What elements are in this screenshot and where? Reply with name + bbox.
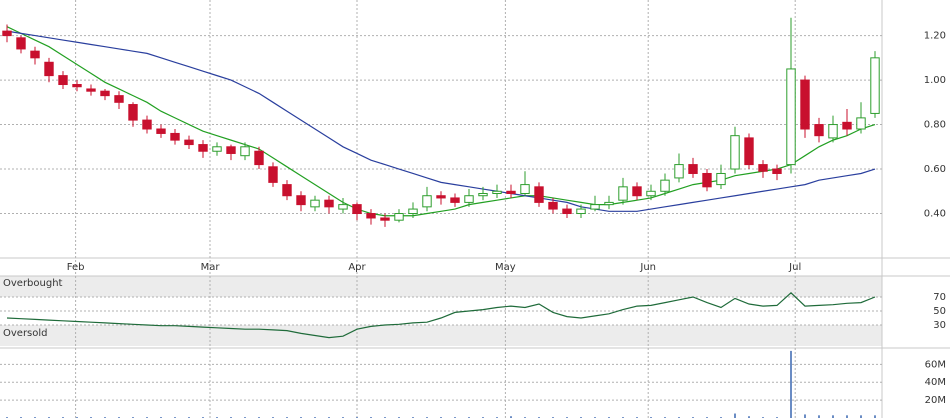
candle-body: [268, 166, 278, 183]
volume-bar: [860, 415, 862, 418]
candle-body: [506, 190, 516, 195]
candle-body: [702, 172, 712, 188]
candle-body: [352, 204, 362, 215]
x-tick-label: Mar: [201, 262, 221, 273]
candle-body: [478, 193, 488, 197]
candle-body: [716, 172, 726, 186]
volume-bar: [790, 350, 792, 418]
candle-body: [282, 184, 292, 197]
candle-body: [520, 184, 530, 195]
candle-body: [870, 57, 880, 114]
candle-body: [324, 199, 334, 208]
y-tick-label: 0.40: [924, 209, 946, 220]
candle-body: [310, 199, 320, 208]
candle-body: [436, 195, 446, 199]
zone-label: Overbought: [3, 278, 63, 289]
candle-body: [604, 201, 614, 206]
candle-body: [562, 208, 572, 215]
x-tick-label: Apr: [348, 262, 366, 273]
candle-body: [744, 137, 754, 166]
y-tick-label: 40M: [925, 377, 946, 388]
candle-body: [366, 213, 376, 219]
y-tick-label: 1.00: [924, 75, 946, 86]
candle-body: [156, 128, 166, 134]
candle-body: [660, 179, 670, 192]
y-tick-label: 50: [933, 306, 946, 317]
candle-body: [338, 204, 348, 210]
volume-bar: [510, 416, 512, 418]
moving-average-line: [6, 26, 876, 217]
volume-bar: [832, 415, 834, 418]
x-tick-label: May: [495, 262, 516, 273]
y-tick-label: 20M: [925, 395, 946, 406]
candle-body: [786, 68, 796, 166]
candle-body: [296, 195, 306, 206]
volume-bar: [734, 413, 736, 418]
x-tick-label: Jul: [788, 262, 801, 273]
x-tick-label: Feb: [67, 262, 85, 273]
y-tick-label: 0.60: [924, 164, 946, 175]
y-tick-label: 60M: [925, 359, 946, 370]
candle-body: [450, 197, 460, 203]
x-tick-label: Jun: [639, 262, 656, 273]
candle-body: [534, 186, 544, 203]
candle-body: [464, 195, 474, 203]
rsi-line: [6, 291, 876, 339]
candle-body: [394, 213, 404, 221]
candle-body: [142, 119, 152, 130]
y-tick-label: 70: [933, 292, 946, 303]
y-tick-label: 30: [933, 320, 946, 331]
candle-body: [170, 132, 180, 141]
candle-body: [618, 186, 628, 201]
candle-body: [240, 146, 250, 157]
volume-bar: [804, 414, 806, 418]
volume-bar: [818, 415, 820, 418]
candle-body: [72, 84, 82, 88]
candle-body: [44, 61, 54, 77]
candle-body: [212, 146, 222, 152]
candle-body: [730, 135, 740, 170]
candle-body: [772, 168, 782, 174]
overbought-zone: [0, 276, 882, 297]
volume-bar: [874, 415, 876, 418]
moving-average-line: [6, 30, 876, 212]
candle-body: [184, 139, 194, 146]
candle-body: [226, 146, 236, 154]
candle-body: [674, 164, 684, 179]
candle-body: [422, 195, 432, 208]
zone-label: Oversold: [3, 328, 48, 339]
candle-body: [856, 117, 866, 130]
candle-body: [58, 75, 68, 86]
candle-body: [86, 88, 96, 92]
candle-body: [254, 150, 264, 166]
candle-body: [198, 144, 208, 152]
y-tick-label: 0.80: [924, 120, 946, 131]
candle-body: [380, 217, 390, 221]
candle-body: [408, 208, 418, 215]
y-tick-label: 1.20: [924, 31, 946, 42]
candle-body: [576, 208, 586, 215]
oversold-zone: [0, 325, 882, 346]
candle-body: [842, 121, 852, 130]
candle-body: [114, 95, 124, 103]
candle-body: [688, 164, 698, 174]
candle-body: [128, 104, 138, 121]
volume-bar: [748, 416, 750, 418]
volume-bar: [846, 415, 848, 418]
candle-body: [814, 124, 824, 137]
candle-body: [30, 50, 40, 59]
candle-body: [646, 190, 656, 197]
candle-body: [590, 204, 600, 210]
candle-body: [800, 79, 810, 130]
candle-body: [2, 30, 12, 37]
candle-body: [828, 124, 838, 139]
candle-body: [632, 186, 642, 197]
candle-body: [548, 201, 558, 210]
candle-body: [492, 190, 502, 195]
candle-body: [758, 164, 768, 172]
candle-body: [100, 90, 110, 97]
candle-body: [16, 37, 26, 50]
